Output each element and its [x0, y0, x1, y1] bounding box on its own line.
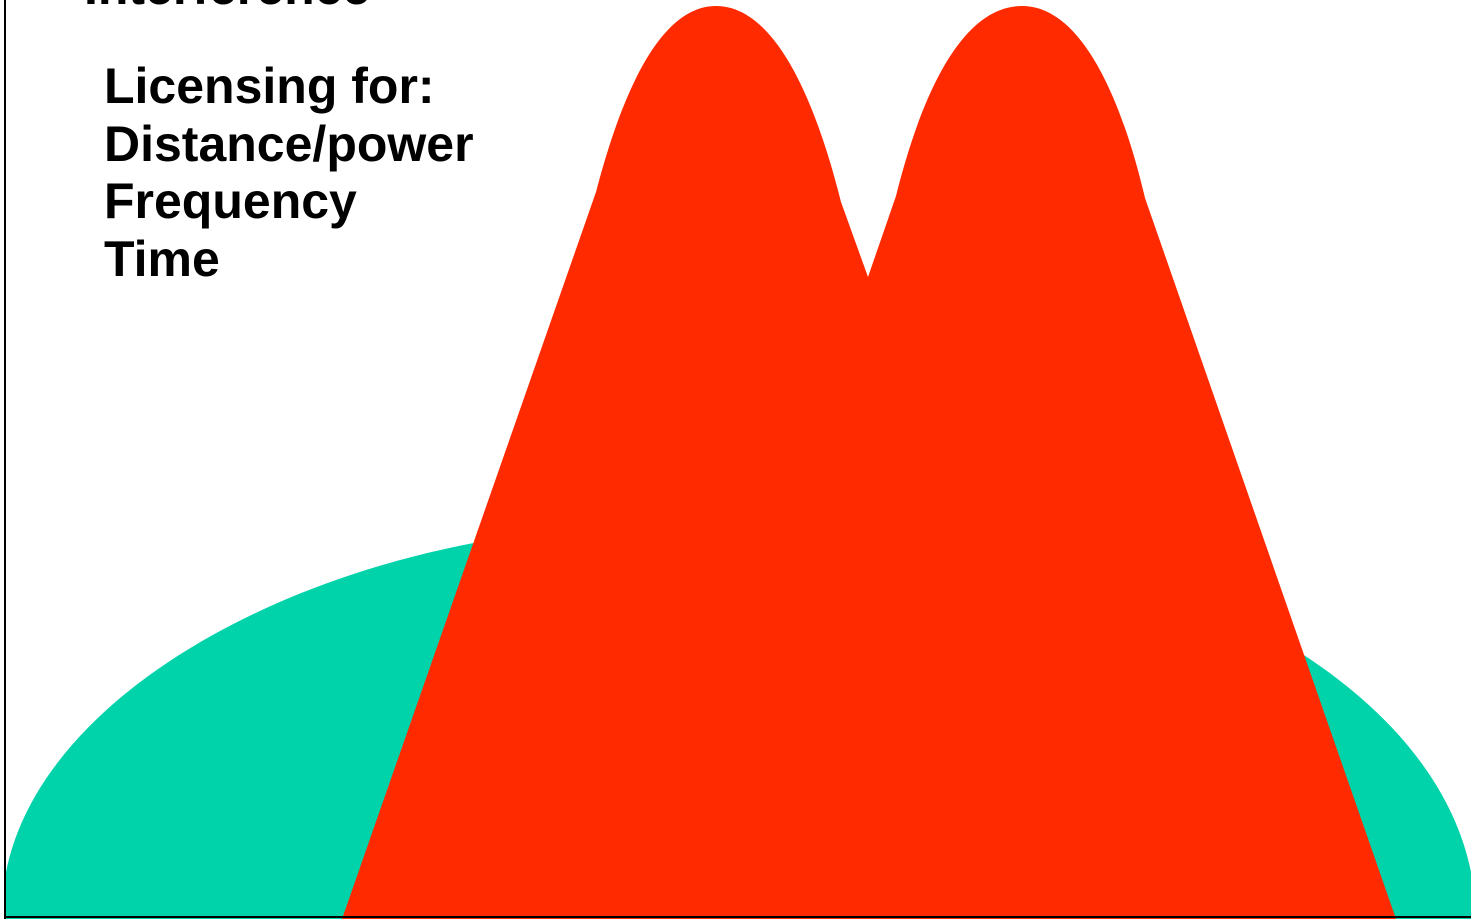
slide-bottom-border — [4, 916, 1471, 918]
licensing-heading: Licensing for: — [104, 58, 435, 114]
slide-left-border — [4, 0, 6, 919]
licensing-list: Licensing for: Distance/power Frequency … — [104, 58, 474, 288]
red-double-peak-shape — [342, 6, 1396, 919]
slide-title: Interference — [84, 0, 370, 12]
licensing-item-distance-power: Distance/power — [104, 115, 474, 172]
licensing-item-frequency: Frequency — [104, 173, 357, 229]
licensing-item-time: Time — [104, 230, 220, 287]
